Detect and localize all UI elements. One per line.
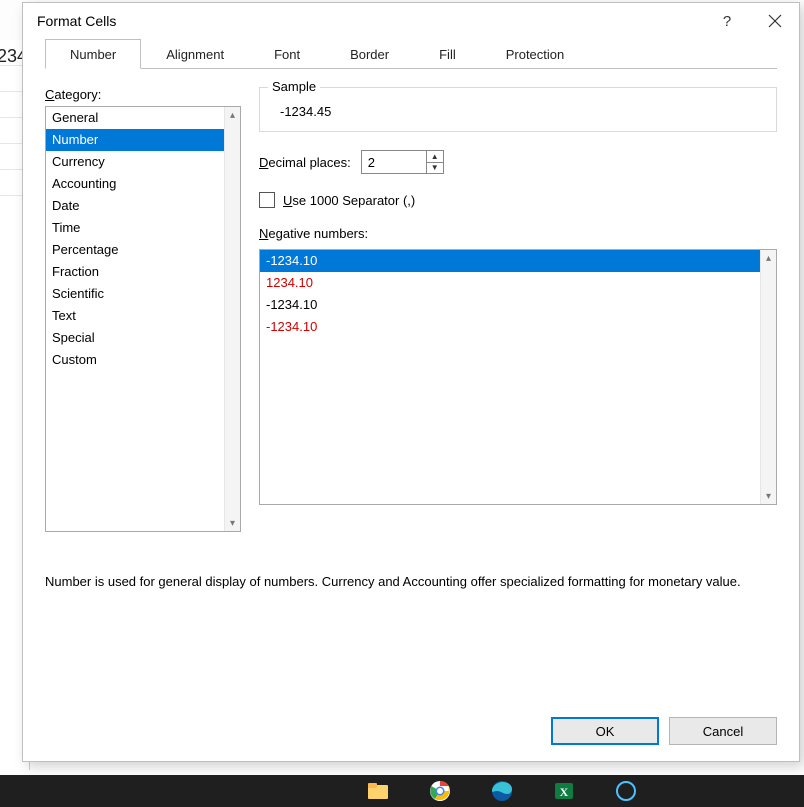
help-button[interactable]: ? <box>703 3 751 39</box>
cancel-button[interactable]: Cancel <box>669 717 777 745</box>
category-item-fraction[interactable]: Fraction <box>46 261 224 283</box>
ok-button[interactable]: OK <box>551 717 659 745</box>
circle-icon[interactable] <box>615 780 637 802</box>
sample-value: -1234.45 <box>270 92 766 119</box>
negative-option-1[interactable]: 1234.10 <box>260 272 760 294</box>
category-item-percentage[interactable]: Percentage <box>46 239 224 261</box>
thousands-separator-label: Use 1000 Separator (,) <box>283 193 415 208</box>
category-item-general[interactable]: General <box>46 107 224 129</box>
scroll-down-icon[interactable]: ▾ <box>761 488 776 504</box>
category-item-currency[interactable]: Currency <box>46 151 224 173</box>
category-label: Category: <box>45 87 241 102</box>
scroll-up-icon[interactable]: ▴ <box>761 250 776 266</box>
decimal-up-button[interactable]: ▲ <box>427 151 443 163</box>
category-item-scientific[interactable]: Scientific <box>46 283 224 305</box>
tab-border[interactable]: Border <box>325 39 414 69</box>
thousands-separator-checkbox[interactable] <box>259 192 275 208</box>
category-item-custom[interactable]: Custom <box>46 349 224 371</box>
tab-protection[interactable]: Protection <box>481 39 590 69</box>
decimal-places-label: Decimal places: <box>259 155 351 170</box>
category-item-special[interactable]: Special <box>46 327 224 349</box>
decimal-places-spinner[interactable]: ▲ ▼ <box>361 150 444 174</box>
tab-fill[interactable]: Fill <box>414 39 481 69</box>
category-item-text[interactable]: Text <box>46 305 224 327</box>
category-item-time[interactable]: Time <box>46 217 224 239</box>
edge-icon[interactable] <box>491 780 513 802</box>
sample-legend: Sample <box>268 79 320 94</box>
close-button[interactable] <box>751 3 799 39</box>
sample-group: Sample -1234.45 <box>259 87 777 132</box>
tab-bar: Number Alignment Font Border Fill Protec… <box>45 39 777 69</box>
decimal-down-button[interactable]: ▼ <box>427 163 443 174</box>
category-item-date[interactable]: Date <box>46 195 224 217</box>
dialog-titlebar: Format Cells ? <box>23 3 799 39</box>
category-item-number[interactable]: Number <box>46 129 224 151</box>
scroll-down-icon[interactable]: ▾ <box>225 515 240 531</box>
taskbar: X <box>0 775 804 807</box>
negative-scrollbar[interactable]: ▴ ▾ <box>760 250 776 504</box>
negative-numbers-label: Negative numbers: <box>259 226 777 241</box>
category-scrollbar[interactable]: ▴ ▾ <box>224 107 240 531</box>
negative-option-2[interactable]: -1234.10 <box>260 294 760 316</box>
format-cells-dialog: Format Cells ? Number Alignment Font Bor… <box>22 2 800 762</box>
file-explorer-icon[interactable] <box>367 780 389 802</box>
negative-option-0[interactable]: -1234.10 <box>260 250 760 272</box>
scroll-up-icon[interactable]: ▴ <box>225 107 240 123</box>
excel-icon[interactable]: X <box>553 780 575 802</box>
dialog-title: Format Cells <box>37 13 703 29</box>
tab-font[interactable]: Font <box>249 39 325 69</box>
tab-number[interactable]: Number <box>45 39 141 69</box>
decimal-places-input[interactable] <box>362 151 426 173</box>
negative-numbers-listbox[interactable]: -1234.10 1234.10 -1234.10 -1234.10 ▴ ▾ <box>259 249 777 505</box>
category-description: Number is used for general display of nu… <box>45 572 777 592</box>
category-listbox[interactable]: General Number Currency Accounting Date … <box>45 106 241 532</box>
negative-option-3[interactable]: -1234.10 <box>260 316 760 338</box>
category-item-accounting[interactable]: Accounting <box>46 173 224 195</box>
chrome-icon[interactable] <box>429 780 451 802</box>
svg-text:X: X <box>560 785 569 799</box>
tab-alignment[interactable]: Alignment <box>141 39 249 69</box>
